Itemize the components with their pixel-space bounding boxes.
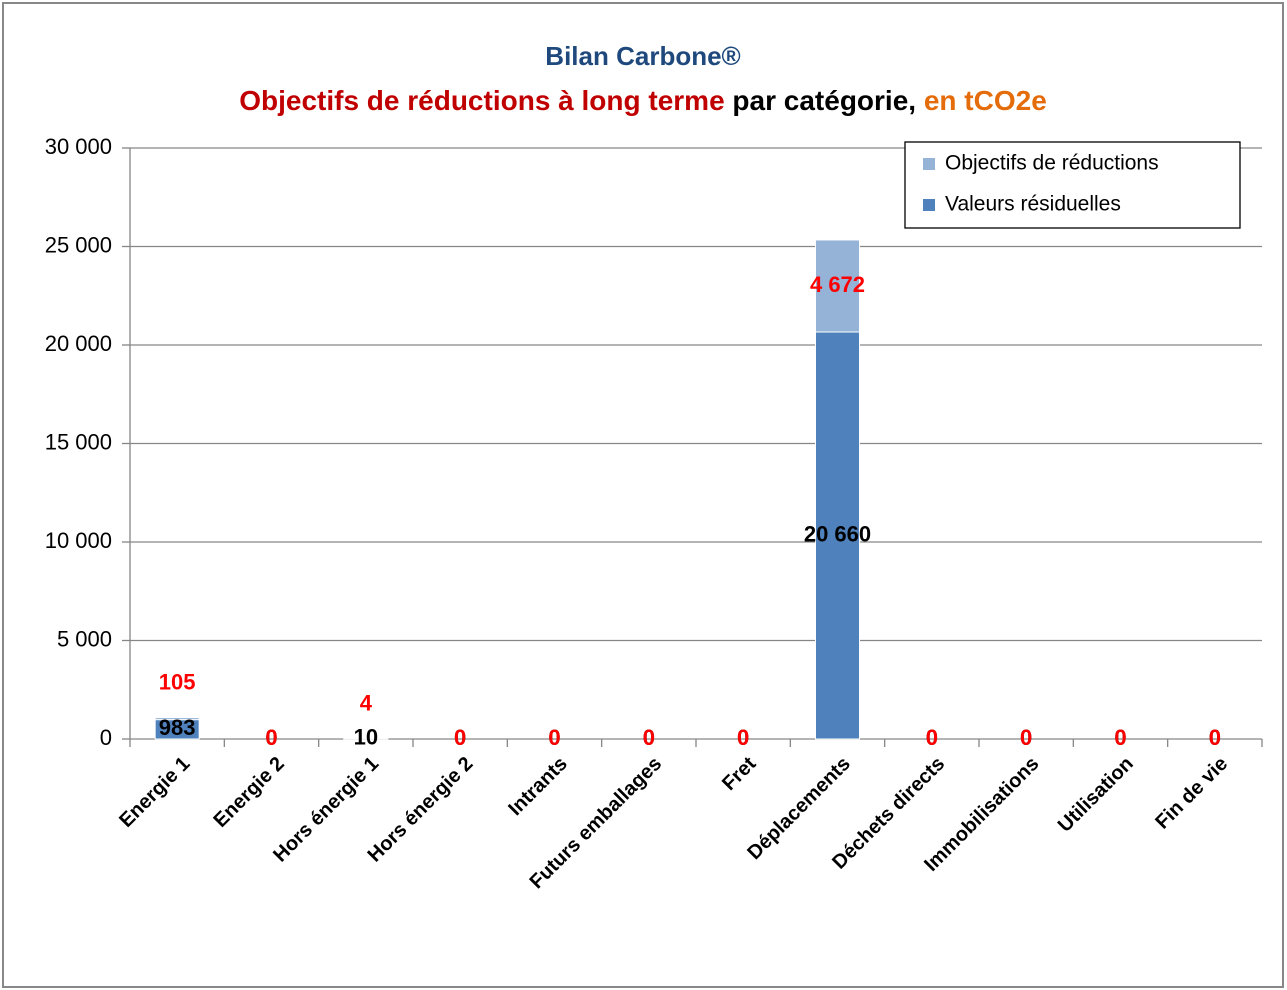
data-label: 0 [737,725,749,750]
data-label: 0 [1209,725,1221,750]
data-label: 0 [1114,725,1126,750]
bar-segment [815,239,860,333]
data-label: 4 672 [810,272,865,297]
legend-label: Valeurs résiduelles [945,193,1121,216]
data-label: 0 [737,725,749,750]
y-tick-label: 5 000 [57,626,112,651]
subtitle-part: en tCO2e [916,85,1047,116]
data-label: 0 [548,725,560,750]
y-tick-label: 10 000 [45,528,112,553]
y-tick-label: 20 000 [45,331,112,356]
data-label: 0 [454,725,466,750]
data-label: 0 [643,725,655,750]
data-label: 0 [548,725,560,750]
legend-box [904,141,1241,229]
data-label: 0 [1020,725,1032,750]
legend-swatch [923,199,935,211]
subtitle-part: Objectifs de réductions à long terme [239,85,724,116]
chart-subtitle: Objectifs de réductions à long terme par… [239,85,1047,116]
data-label: 0 [926,725,938,750]
subtitle-part: par catégorie, [725,85,916,116]
data-label: 0 [1209,725,1221,750]
y-tick-label: 15 000 [45,429,112,454]
data-label: 10 [354,725,378,750]
data-label: 105 [159,669,196,694]
legend-label: Objectifs de réductions [945,152,1159,175]
y-tick-label: 25 000 [45,232,112,257]
data-label: 0 [643,725,655,750]
data-label: 20 660 [804,521,871,546]
y-tick-label: 0 [100,725,112,750]
data-label: 0 [1114,725,1126,750]
data-label: 0 [1020,725,1032,750]
data-label: 4 [360,691,373,716]
data-label: 0 [926,725,938,750]
data-label: 983 [159,715,196,740]
bar-segment [154,717,200,721]
legend-swatch [923,158,935,170]
y-tick-label: 30 000 [45,134,112,159]
data-label: 0 [454,725,466,750]
data-label: 0 [265,725,277,750]
data-label: 0 [265,725,277,750]
chart-title: Bilan Carbone® [545,41,740,71]
